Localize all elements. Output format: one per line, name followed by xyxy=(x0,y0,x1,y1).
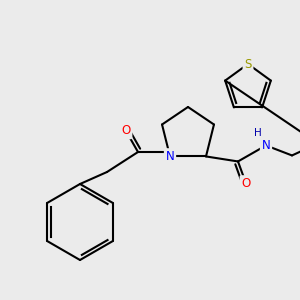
Text: O: O xyxy=(122,124,130,137)
Text: O: O xyxy=(242,177,250,190)
Text: H: H xyxy=(254,128,262,138)
Text: N: N xyxy=(166,150,174,163)
Text: N: N xyxy=(262,139,270,152)
Text: S: S xyxy=(244,58,252,70)
